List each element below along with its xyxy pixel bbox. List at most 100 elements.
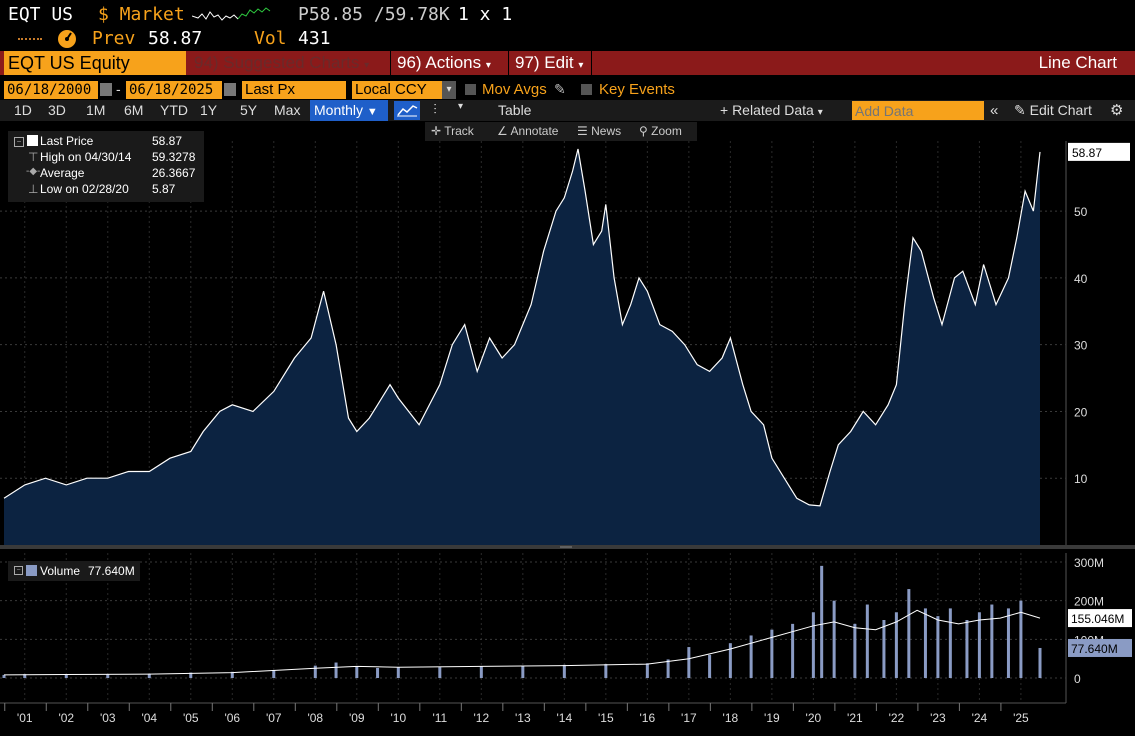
- year-label: '25: [1013, 711, 1029, 725]
- date-separator: -: [116, 81, 121, 97]
- year-label: '12: [474, 711, 490, 725]
- volume-bar: [645, 663, 649, 678]
- calendar-icon[interactable]: [224, 83, 236, 96]
- volume-bar: [977, 612, 981, 678]
- track-button[interactable]: ✛ Track: [431, 122, 474, 141]
- end-date-input[interactable]: 06/18/2025: [126, 81, 222, 99]
- volume-value: 77.640M: [88, 564, 135, 578]
- year-label: '01: [17, 711, 33, 725]
- year-label: '18: [723, 711, 739, 725]
- candlestick-icon[interactable]: ⫶: [433, 101, 437, 117]
- pencil-icon[interactable]: ✎: [554, 81, 566, 97]
- news-button[interactable]: ☰ News: [577, 122, 621, 141]
- volume-bar: [334, 662, 338, 678]
- volume-swatch: [26, 565, 37, 576]
- zoom-button[interactable]: ⚲ Zoom: [639, 122, 682, 141]
- edit-chart-button[interactable]: ✎ Edit Chart: [1014, 100, 1092, 121]
- price-line: [3, 148, 1041, 507]
- period-button-6m[interactable]: 6M: [124, 102, 144, 118]
- subtools-group: ✛ Track ∠ Annotate ☰ News ⚲ Zoom: [425, 122, 697, 141]
- year-label: '05: [183, 711, 199, 725]
- edit-chart-label: Edit Chart: [1029, 102, 1092, 118]
- year-label: '22: [889, 711, 905, 725]
- magnifier-icon: ⚲: [639, 124, 648, 138]
- pen-icon: ∠: [497, 124, 508, 138]
- volume-bar: [376, 667, 380, 678]
- volume-last-tag: [1068, 638, 1132, 657]
- quote-header: EQT US $ Market P58.85 /59.78K 1 x 1: [0, 0, 1135, 28]
- news-label: News: [591, 124, 622, 138]
- lot-size: 1 x 1: [458, 4, 513, 25]
- volume-bar: [749, 635, 753, 678]
- chevron-down-icon[interactable]: ▾: [442, 81, 456, 99]
- last-price-swatch: [27, 135, 38, 146]
- volume-bar: [907, 589, 911, 678]
- collapse-toggle-icon[interactable]: −: [14, 137, 24, 147]
- low-value: 5.87: [152, 182, 176, 196]
- period-button-ytd[interactable]: YTD: [160, 102, 188, 118]
- collapse-double-chevron-icon[interactable]: «: [990, 102, 999, 119]
- chevron-down-icon[interactable]: ▾: [458, 101, 464, 112]
- security-field[interactable]: EQT US Equity: [4, 51, 186, 75]
- add-data-input[interactable]: [852, 101, 984, 120]
- suggested-charts-label: 94) Suggested Charts: [194, 53, 360, 72]
- period-button-1y[interactable]: 1Y: [200, 102, 218, 118]
- related-data-button[interactable]: + Related Data ▾: [720, 100, 823, 121]
- suggested-charts-button[interactable]: 94) Suggested Charts ▾: [190, 51, 386, 75]
- collapse-toggle-icon[interactable]: −: [14, 566, 23, 575]
- mov-avgs-checkbox[interactable]: [465, 84, 476, 95]
- dash-indicator-icon: [18, 38, 42, 42]
- gear-icon[interactable]: ⚙: [1110, 102, 1124, 119]
- volume-tick-label: 300M: [1074, 556, 1104, 570]
- last-price-label: Last Price: [40, 134, 94, 148]
- price-tick-label: 40: [1074, 272, 1088, 286]
- period-button-3d[interactable]: 3D: [48, 102, 66, 118]
- average-marker-icon: -◆-: [26, 166, 41, 177]
- last-price-value: 58.87: [152, 134, 183, 148]
- field-select[interactable]: Last Px: [242, 81, 346, 99]
- price-tick-label: 50: [1074, 205, 1088, 219]
- ticker-label: EQT US: [8, 4, 74, 25]
- actions-button[interactable]: 96) Actions ▾: [390, 51, 504, 75]
- volume-bar: [770, 629, 774, 678]
- year-label: '07: [266, 711, 282, 725]
- volume-bar: [23, 674, 27, 678]
- average-label: Average: [40, 166, 85, 180]
- edit-button[interactable]: 97) Edit ▾: [508, 51, 592, 75]
- volume-last-tag-label: 77.640M: [1071, 642, 1118, 656]
- period-button-1d[interactable]: 1D: [14, 102, 32, 118]
- volume-bar: [147, 673, 151, 678]
- news-icon: ☰: [577, 124, 588, 138]
- frequency-select[interactable]: Monthly ▼: [310, 100, 388, 121]
- mov-avgs-label: Mov Avgs: [482, 81, 547, 98]
- related-data-label: + Related Data: [720, 102, 814, 118]
- volume-bar: [479, 666, 483, 678]
- market-label[interactable]: $ Market: [98, 4, 185, 25]
- price-volume-chart[interactable]: 10 20 30 40 50 '01 '02 '03 '04 '05 '06 '07 '08 '09 '10…: [0, 141, 1135, 736]
- volume-tick-label: 200M: [1074, 595, 1104, 609]
- volume-bar: [562, 664, 566, 678]
- year-label: '23: [930, 711, 946, 725]
- volume-bar: [2, 674, 6, 678]
- annotate-label: Annotate: [510, 124, 559, 138]
- high-marker-icon: ⊤: [28, 150, 39, 164]
- line-chart-icon[interactable]: [394, 101, 420, 120]
- currency-select[interactable]: Local CCY: [352, 81, 442, 99]
- year-label: '11: [432, 711, 447, 725]
- chart-params-row: 06/18/2000 - 06/18/2025 Last Px Local CC…: [0, 79, 1135, 99]
- start-date-input[interactable]: 06/18/2000: [4, 81, 98, 99]
- volume-ma-line: [3, 609, 1041, 676]
- table-button[interactable]: Table: [498, 102, 532, 118]
- volume-bar: [521, 665, 525, 678]
- period-button-5y[interactable]: 5Y: [240, 102, 258, 118]
- calendar-icon[interactable]: [100, 83, 112, 96]
- volume-bar: [948, 608, 952, 678]
- period-button-1m[interactable]: 1M: [86, 102, 106, 118]
- chevron-down-icon: ▾: [578, 60, 584, 71]
- annotate-button[interactable]: ∠ Annotate: [497, 122, 558, 141]
- volume-ma-tag-label: 155.046M: [1071, 612, 1124, 626]
- period-button-max[interactable]: Max: [274, 102, 301, 118]
- volume-bar: [355, 666, 359, 678]
- volume-bar: [1019, 600, 1023, 678]
- key-events-checkbox[interactable]: [581, 84, 592, 95]
